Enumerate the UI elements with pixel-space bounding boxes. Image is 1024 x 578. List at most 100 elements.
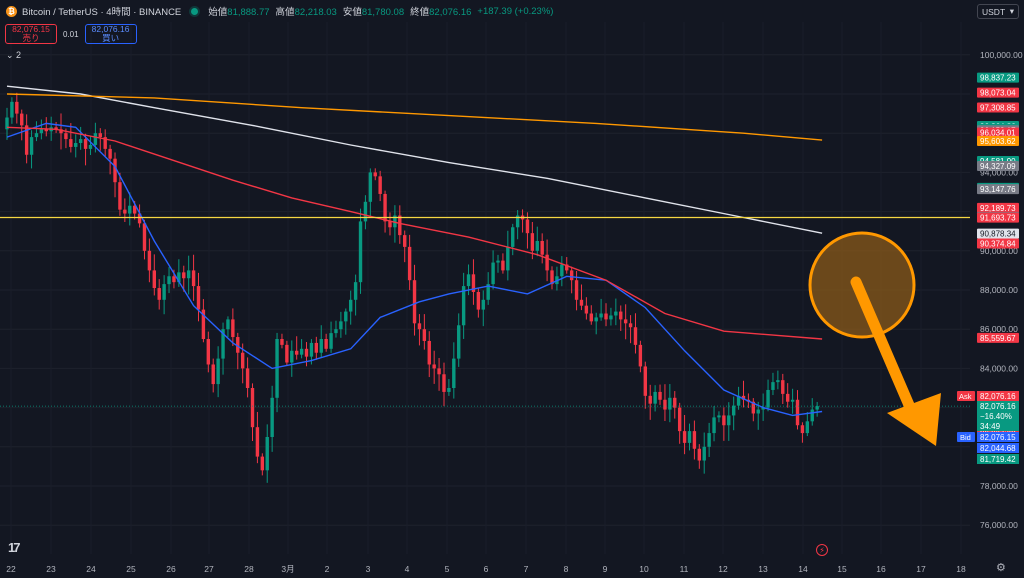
candle-body (810, 409, 814, 422)
time-tick-label: 25 (126, 564, 136, 574)
candle-body (265, 437, 269, 471)
candle-body (182, 272, 186, 279)
candle (103, 129, 107, 157)
price-label: 95,603.62 (977, 135, 1019, 146)
gear-icon[interactable]: ⚙ (996, 562, 1006, 574)
candle-body (128, 205, 132, 214)
candle (496, 254, 500, 273)
candle (157, 279, 161, 310)
candle-body (790, 399, 795, 402)
candle-body (339, 321, 343, 330)
candle-body (398, 215, 402, 236)
candle (324, 333, 328, 352)
candle-body (668, 397, 672, 410)
candle-body (393, 215, 397, 228)
candle (270, 385, 274, 452)
candle-body (34, 133, 39, 138)
candle (201, 299, 206, 343)
candle-body (250, 388, 255, 428)
candle-body (545, 254, 549, 271)
candle (447, 379, 451, 396)
candle-body (69, 139, 73, 147)
candle (403, 230, 407, 263)
candle-body (501, 260, 505, 271)
candle-body (221, 329, 225, 359)
candle-body (471, 274, 476, 292)
candle (182, 265, 186, 292)
price-label-box (977, 332, 1019, 343)
time-axis (0, 554, 1024, 578)
price-tick-label: 78,000.00 (980, 481, 1018, 491)
candle (476, 288, 481, 318)
candle-body (427, 340, 431, 365)
time-tick-label: 14 (798, 564, 808, 574)
price-label: 90,878.34 (977, 228, 1019, 239)
symbol-title[interactable]: Bitcoin / TetherUS · 4時間 · BINANCE (22, 7, 182, 18)
sell-button[interactable]: 82,076.15 売り (5, 24, 57, 44)
price-label: 90,374.84 (977, 238, 1019, 249)
price-change: +187.39 (+0.23%) (477, 5, 554, 17)
currency-select[interactable]: USDT ▾ (977, 4, 1019, 19)
candle-body (535, 241, 539, 251)
price-label-box (977, 72, 1019, 83)
candle (427, 331, 431, 378)
candle-body (638, 344, 643, 367)
candle-body (751, 401, 756, 414)
candle-body (452, 358, 456, 388)
candle-body (162, 284, 166, 300)
candle (245, 357, 250, 398)
candle (756, 401, 760, 430)
candle-body (741, 395, 746, 400)
candle (776, 370, 780, 390)
candle-body (167, 276, 171, 285)
candle-body (240, 352, 245, 369)
candle-body (717, 415, 721, 418)
candle-body (560, 264, 564, 277)
candle-body (334, 329, 338, 334)
price-label-box (977, 135, 1019, 146)
candle-body (589, 313, 593, 322)
candle-body (157, 288, 161, 300)
candle-body (604, 313, 608, 320)
candle (790, 388, 795, 414)
candle (108, 144, 112, 175)
candle-body (476, 291, 481, 310)
candle-body (10, 101, 14, 118)
candle (432, 350, 436, 384)
candle-body (437, 368, 441, 375)
candle (619, 305, 623, 331)
candle (10, 97, 14, 124)
candle (334, 320, 338, 338)
price-label-box (977, 87, 1019, 98)
candle-body (137, 213, 142, 224)
candle-body (211, 364, 215, 385)
low-alt-price: 81,719.42 (980, 455, 1016, 464)
candle (69, 123, 73, 153)
price-label: 94,327.09 (977, 160, 1019, 171)
candle-body (196, 286, 201, 310)
candle (638, 340, 643, 373)
candle (240, 343, 245, 384)
candle-body (353, 282, 358, 300)
candle (442, 362, 446, 407)
candle (398, 205, 402, 244)
candle-body (285, 344, 289, 363)
candle-body (781, 380, 785, 394)
price-label-text: 94,327.09 (980, 162, 1016, 171)
candle-body (491, 262, 495, 285)
time-tick-label: 17 (916, 564, 926, 574)
time-tick-label: 24 (86, 564, 96, 574)
candle-body (697, 448, 702, 461)
ask-tag-label: Ask (959, 392, 972, 401)
candle-body (658, 391, 662, 400)
candle-body (466, 274, 471, 287)
candle-body (123, 209, 127, 214)
buy-button[interactable]: 82,076.16 買い (84, 24, 137, 44)
price-label: 91,693.73 (977, 212, 1019, 223)
candle-body (722, 415, 726, 426)
bid-alt-box (977, 443, 1019, 453)
candle-body (496, 260, 500, 263)
candle (280, 333, 284, 349)
indicator-toggle[interactable]: ⌄ 2 (6, 50, 22, 60)
